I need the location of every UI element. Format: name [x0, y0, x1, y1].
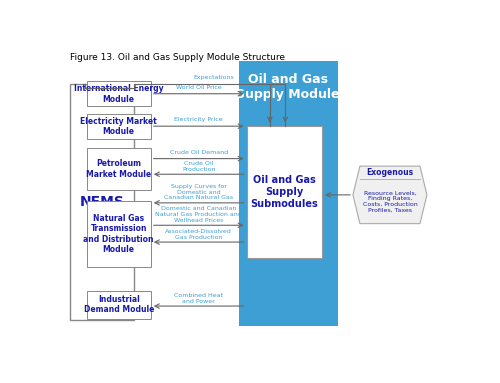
Text: NEMS: NEMS — [80, 195, 124, 209]
Text: Domestic and Canadian
Natural Gas Production and
Wellhead Prices: Domestic and Canadian Natural Gas Produc… — [156, 206, 242, 223]
FancyBboxPatch shape — [86, 81, 150, 106]
Text: Natural Gas
Transmission
and Distribution
Module: Natural Gas Transmission and Distributio… — [84, 214, 154, 254]
Text: Exogenous: Exogenous — [366, 168, 414, 177]
Text: Crude Oil Demand: Crude Oil Demand — [170, 150, 228, 155]
FancyBboxPatch shape — [86, 148, 150, 190]
Text: Supply Curves for
Domestic and
Canadian Natural Gas: Supply Curves for Domestic and Canadian … — [164, 184, 234, 200]
FancyBboxPatch shape — [246, 126, 322, 258]
Text: Expectations: Expectations — [193, 75, 234, 80]
FancyBboxPatch shape — [86, 114, 150, 139]
Text: Industrial
Demand Module: Industrial Demand Module — [84, 295, 154, 314]
Text: Associated-Dissolved
Gas Production: Associated-Dissolved Gas Production — [166, 229, 232, 240]
Polygon shape — [353, 166, 427, 224]
Text: Electricity Market
Module: Electricity Market Module — [80, 116, 157, 136]
Text: Oil and Gas
Supply
Submodules: Oil and Gas Supply Submodules — [250, 175, 318, 208]
Text: Petroleum
Market Module: Petroleum Market Module — [86, 159, 151, 179]
Text: Oil and Gas
Supply Module: Oil and Gas Supply Module — [236, 72, 340, 100]
FancyBboxPatch shape — [86, 201, 150, 267]
FancyBboxPatch shape — [239, 61, 338, 326]
Text: World Oil Price: World Oil Price — [176, 85, 222, 90]
Text: Electricity Price: Electricity Price — [174, 117, 223, 122]
Text: International Energy
Module: International Energy Module — [74, 84, 164, 103]
Text: Figure 13. Oil and Gas Supply Module Structure: Figure 13. Oil and Gas Supply Module Str… — [70, 53, 285, 62]
FancyBboxPatch shape — [70, 84, 134, 320]
FancyBboxPatch shape — [86, 291, 150, 319]
Text: Crude Oil
Production: Crude Oil Production — [182, 161, 216, 172]
Text: Combined Heat
and Power: Combined Heat and Power — [174, 293, 223, 304]
Text: Resource Levels,
Finding Rates,
Costs, Production
Profiles, Taxes: Resource Levels, Finding Rates, Costs, P… — [362, 190, 418, 213]
